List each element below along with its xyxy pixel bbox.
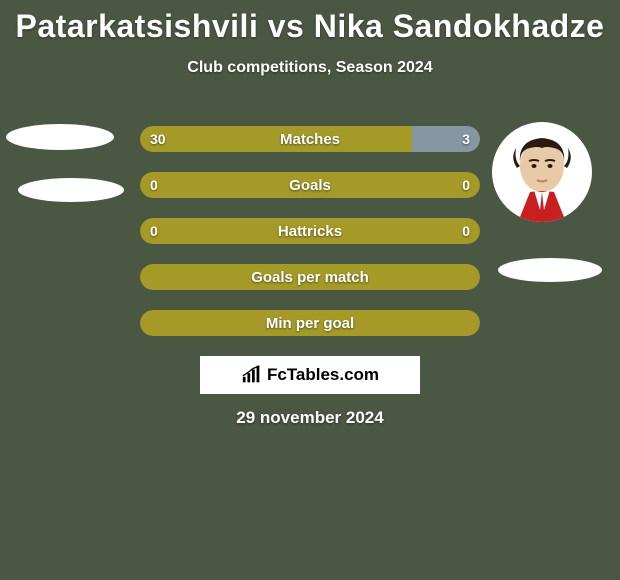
bar-row: Matches30 3: [140, 126, 480, 152]
bar-row: Hattricks0 0: [140, 218, 480, 244]
bar-row: Goals0 0: [140, 172, 480, 198]
date-text: 29 november 2024: [0, 408, 620, 428]
avatar-face-icon: [502, 132, 582, 222]
bar-value-right: 0: [462, 218, 470, 244]
bar-value-right: 3: [462, 126, 470, 152]
brand-text: FcTables.com: [267, 365, 379, 385]
player-right-avatar: [492, 122, 592, 222]
subtitle: Club competitions, Season 2024: [0, 59, 620, 77]
bar-label: Hattricks: [140, 218, 480, 244]
bar-value-left: 0: [150, 218, 158, 244]
brand-box: FcTables.com: [200, 356, 420, 394]
bar-row: Min per goal: [140, 310, 480, 336]
player-left-placeholder-1: [6, 124, 114, 150]
page-title: Patarkatsishvili vs Nika Sandokhadze: [0, 0, 620, 45]
bar-value-right: 0: [462, 172, 470, 198]
bar-label: Goals: [140, 172, 480, 198]
bar-value-left: 0: [150, 172, 158, 198]
comparison-bars: Matches303Goals00Hattricks00Goals per ma…: [140, 126, 480, 356]
brand-chart-icon: [241, 365, 263, 385]
bar-label: Matches: [140, 126, 480, 152]
player-right-placeholder: [498, 258, 602, 282]
bar-label: Min per goal: [140, 310, 480, 336]
bar-row: Goals per match: [140, 264, 480, 290]
player-left-placeholder-2: [18, 178, 124, 202]
bar-label: Goals per match: [140, 264, 480, 290]
bar-value-left: 30: [150, 126, 166, 152]
